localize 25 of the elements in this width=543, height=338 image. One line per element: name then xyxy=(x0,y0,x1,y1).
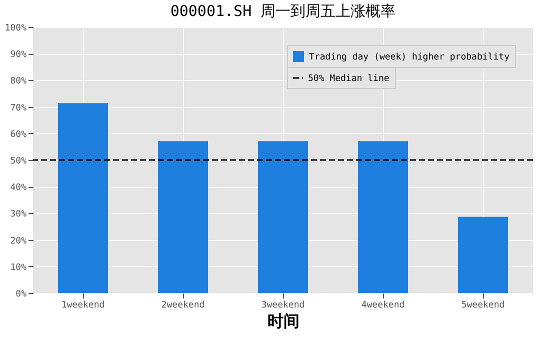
x-tick-label: 3weekend xyxy=(261,300,305,310)
chart-title: 000001.SH 周一到周五上涨概率 xyxy=(170,2,396,20)
x-tick-label: 2weekend xyxy=(161,300,205,310)
x-tick-label: 1weekend xyxy=(61,300,105,310)
y-tick-label: 40% xyxy=(10,183,28,194)
x-tick-label: 4weekend xyxy=(361,300,405,310)
legend-label: 50% Median line xyxy=(308,74,390,84)
y-tick-label: 60% xyxy=(10,130,28,140)
y-tick-label: 80% xyxy=(10,76,28,87)
y-tick-label: 20% xyxy=(10,236,28,246)
bar xyxy=(458,216,508,293)
y-tick-label: 70% xyxy=(10,103,28,114)
y-tick-label: 90% xyxy=(10,50,28,60)
bar xyxy=(58,103,108,293)
y-tick-label: 0% xyxy=(16,290,28,300)
legend-label: Trading day (week) higher probability xyxy=(309,52,510,62)
y-tick-label: 10% xyxy=(10,262,28,273)
x-tick-label: 5weekend xyxy=(461,300,505,310)
y-tick-label: 30% xyxy=(10,210,28,220)
y-tick-label: 100% xyxy=(4,24,28,34)
x-axis-title: 时间 xyxy=(268,312,300,330)
y-tick-label: 50% xyxy=(10,156,28,166)
bar xyxy=(258,141,308,293)
bar xyxy=(158,141,208,293)
bar xyxy=(358,141,408,293)
